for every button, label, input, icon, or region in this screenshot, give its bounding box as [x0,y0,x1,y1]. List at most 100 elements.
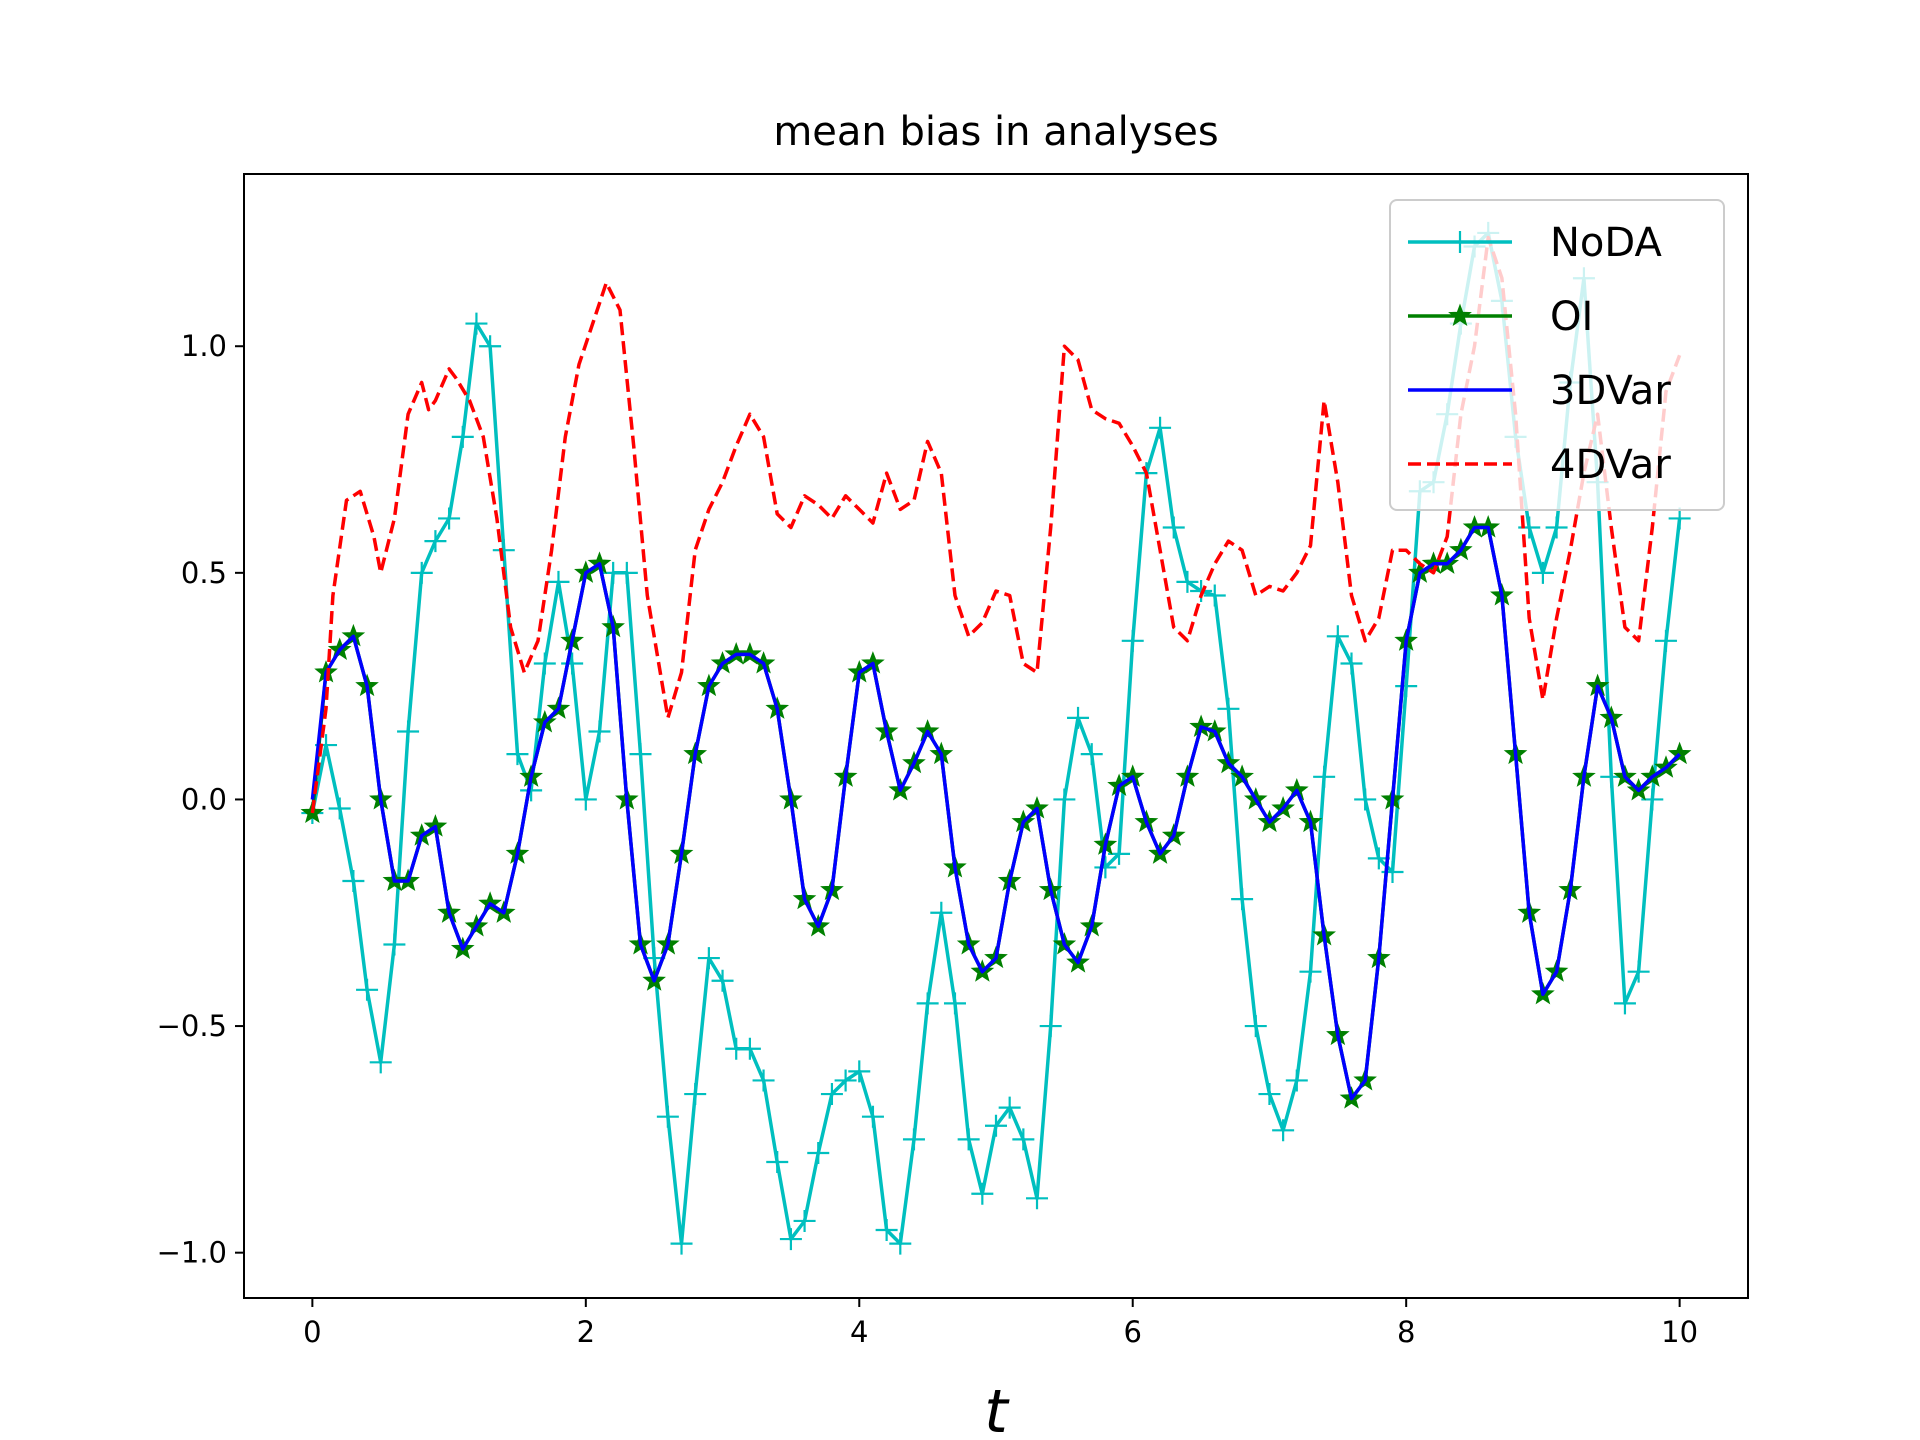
data-point-noda [1299,960,1322,983]
data-point-4dvar [591,322,595,326]
data-point-noda [1258,1083,1281,1106]
data-point-noda [451,425,474,448]
data-point-3dvar [379,798,383,802]
data-point-noda [1026,1187,1049,1210]
data-point-4dvar [666,716,670,720]
data-point-4dvar [564,435,568,439]
data-point-3dvar [1227,761,1231,765]
data-point-3dvar [844,775,848,779]
data-point-4dvar [358,489,362,493]
data-point-3dvar [803,897,807,901]
y-tick-label: −1.0 [157,1236,227,1270]
data-point-3dvar [816,925,820,929]
data-point-noda [1326,625,1349,648]
data-point-3dvar [1500,594,1504,598]
data-point-noda [1654,629,1677,652]
data-point-noda [656,1105,679,1128]
data-point-noda [1285,1069,1308,1092]
data-point-3dvar [830,888,834,892]
data-point-noda [342,870,365,893]
data-point-noda [1272,1119,1295,1142]
data-point-noda [588,720,611,743]
data-point-3dvar [352,634,356,638]
data-point-4dvar [707,508,711,512]
data-point-3dvar [406,879,410,883]
data-point-3dvar [926,730,930,734]
data-point-4dvar [912,499,916,503]
data-point-3dvar [734,653,738,657]
data-point-4dvar [495,517,499,521]
data-point-noda [752,1069,775,1092]
data-point-3dvar [1213,730,1217,734]
data-point-noda [533,652,556,675]
data-point-noda [574,788,597,811]
data-point-4dvar [1240,548,1244,552]
data-point-4dvar [550,548,554,552]
data-point-4dvar [898,508,902,512]
legend-marker-oi [1448,303,1472,327]
data-point-4dvar [324,707,328,711]
data-point-4dvar [981,621,985,625]
data-point-4dvar [1035,671,1039,675]
data-point-noda [1190,579,1213,602]
data-point-3dvar [1541,993,1545,997]
data-point-3dvar [1254,798,1258,802]
data-point-4dvar [844,494,848,498]
data-point-noda [889,1232,912,1255]
data-point-noda [1149,416,1172,439]
data-point-3dvar [1377,956,1381,960]
axes-layer: 0 2 4 6 8 10 −1.0 −0.5 0.0 0.5 1.0 [157,173,1749,1349]
data-point-3dvar [570,639,574,643]
data-point-4dvar [1104,417,1108,421]
data-point-4dvar [1158,548,1162,552]
data-point-noda [779,1228,802,1251]
legend-label-4dvar: 4DVar [1550,442,1671,488]
data-point-noda [1354,788,1377,811]
data-point-3dvar [447,911,451,915]
data-point-4dvar [693,548,697,552]
data-point-noda [410,561,433,584]
data-point-3dvar [1350,1097,1354,1101]
x-tick-label: 8 [1397,1315,1415,1349]
data-point-4dvar [427,408,431,412]
data-point-noda [916,992,939,1015]
y-tick-label: 1.0 [181,329,227,363]
data-point-4dvar [1008,594,1012,598]
data-point-4dvar [1049,526,1053,530]
data-point-3dvar [625,798,629,802]
data-point-4dvar [748,412,752,416]
data-point-3dvar [557,707,561,711]
data-point-4dvar [953,594,957,598]
data-point-3dvar [885,730,889,734]
data-point-3dvar [1145,820,1149,824]
data-point-3dvar [1281,807,1285,811]
data-point-4dvar [857,508,861,512]
data-point-noda [492,539,515,562]
data-point-3dvar [1104,843,1108,847]
data-point-3dvar [1459,548,1463,552]
data-point-4dvar [994,589,998,593]
data-point-3dvar [1076,961,1080,965]
data-point-noda [383,933,406,956]
data-point-3dvar [762,662,766,666]
data-point-3dvar [871,662,875,666]
data-point-4dvar [1637,639,1641,643]
data-point-4dvar [1281,589,1285,593]
data-point-4dvar [1172,625,1176,629]
data-point-3dvar [1186,775,1190,779]
data-point-4dvar [468,399,472,403]
data-point-4dvar [885,471,889,475]
data-point-noda [465,312,488,335]
data-point-3dvar [748,653,752,657]
data-point-4dvar [1309,544,1313,548]
data-point-3dvar [1158,852,1162,856]
data-point-3dvar [912,761,916,765]
legend-label-3dvar: 3DVar [1550,368,1671,414]
data-point-3dvar [967,943,971,947]
data-point-noda [766,1151,789,1174]
data-point-noda [1121,629,1144,652]
data-point-noda [1340,652,1363,675]
data-point-4dvar [1295,571,1299,575]
data-point-4dvar [1322,399,1326,403]
